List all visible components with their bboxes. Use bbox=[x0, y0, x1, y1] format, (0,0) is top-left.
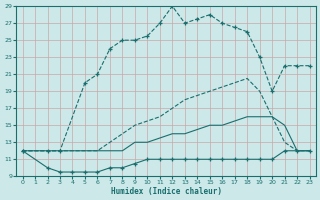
X-axis label: Humidex (Indice chaleur): Humidex (Indice chaleur) bbox=[111, 187, 221, 196]
